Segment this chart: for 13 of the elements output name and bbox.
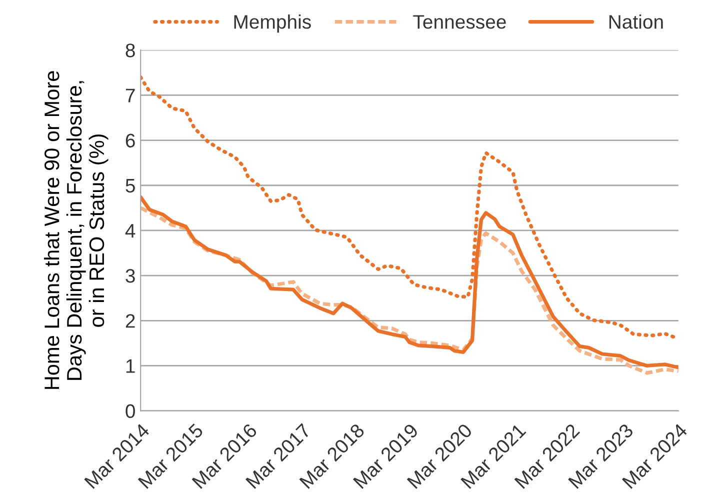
y-tick-label: 0	[126, 404, 135, 418]
y-tick-label: 5	[126, 179, 135, 193]
legend-label: Tennessee	[413, 15, 506, 29]
y-tick-label: 1	[126, 359, 135, 373]
y-tick-label: 6	[126, 134, 135, 148]
y-tick-label: 8	[126, 44, 135, 58]
legend-label: Nation	[609, 14, 663, 29]
y-tick-label: 2	[126, 314, 135, 328]
legend-label: Memphis	[234, 14, 311, 33]
y-axis-title: Home Loans that Were 90 or More Days Delinquent, in Foreclosure, or in REO Status (%)	[44, 71, 108, 389]
y-tick-label: 4	[125, 224, 136, 238]
y-tick-label: 3	[126, 269, 135, 283]
y-tick-label: 7	[126, 88, 135, 102]
